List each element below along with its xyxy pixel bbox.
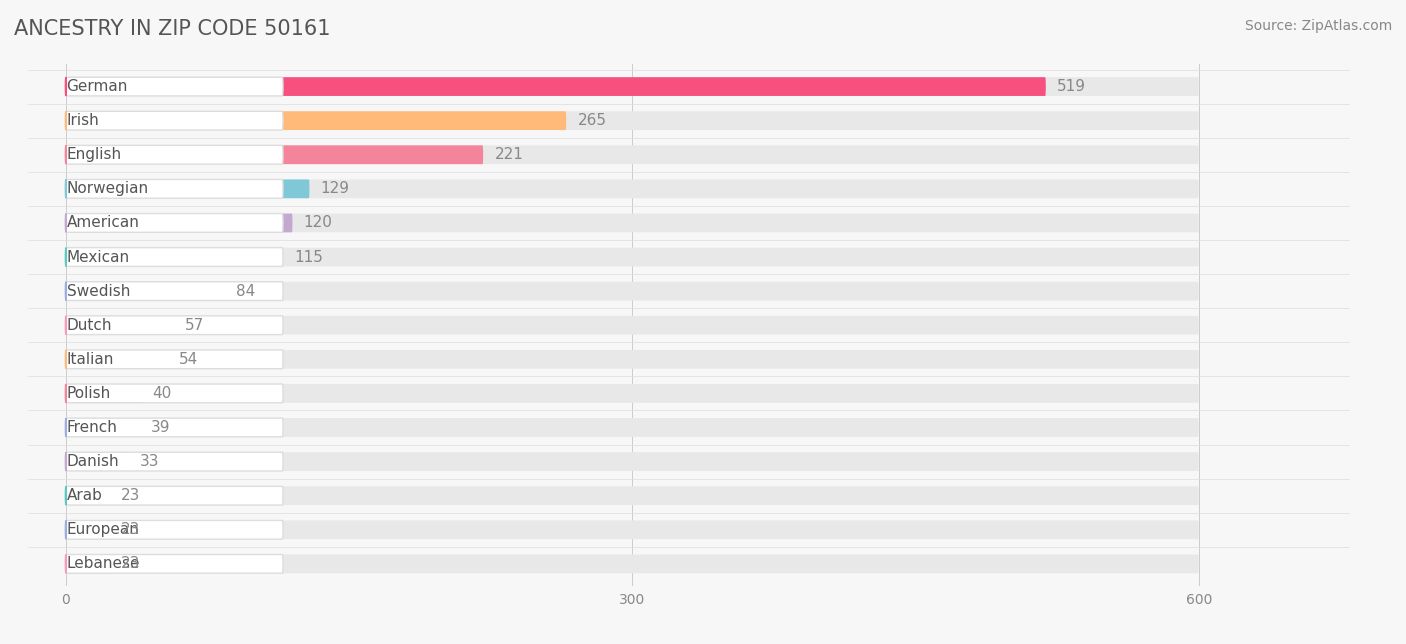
FancyBboxPatch shape (66, 282, 225, 301)
Text: Lebanese: Lebanese (66, 556, 141, 571)
FancyBboxPatch shape (66, 418, 283, 437)
Text: Mexican: Mexican (66, 249, 129, 265)
Text: 23: 23 (121, 488, 141, 503)
FancyBboxPatch shape (66, 111, 283, 130)
Text: Dutch: Dutch (66, 317, 112, 333)
FancyBboxPatch shape (66, 452, 128, 471)
FancyBboxPatch shape (66, 384, 283, 402)
Text: Swedish: Swedish (66, 283, 129, 299)
Text: 39: 39 (150, 420, 170, 435)
FancyBboxPatch shape (66, 452, 283, 471)
FancyBboxPatch shape (66, 452, 1199, 471)
FancyBboxPatch shape (66, 214, 1199, 232)
Text: 519: 519 (1057, 79, 1085, 94)
Text: 265: 265 (578, 113, 606, 128)
Text: Irish: Irish (66, 113, 100, 128)
FancyBboxPatch shape (66, 350, 167, 368)
FancyBboxPatch shape (66, 180, 1199, 198)
Text: Danish: Danish (66, 454, 120, 469)
FancyBboxPatch shape (66, 248, 283, 267)
FancyBboxPatch shape (66, 111, 1199, 130)
FancyBboxPatch shape (66, 77, 283, 96)
FancyBboxPatch shape (66, 248, 1199, 267)
FancyBboxPatch shape (66, 111, 567, 130)
FancyBboxPatch shape (66, 146, 484, 164)
FancyBboxPatch shape (66, 316, 1199, 335)
FancyBboxPatch shape (66, 520, 1199, 539)
FancyBboxPatch shape (66, 214, 292, 232)
Text: 23: 23 (121, 556, 141, 571)
Text: 115: 115 (294, 249, 323, 265)
FancyBboxPatch shape (66, 180, 283, 198)
Text: Source: ZipAtlas.com: Source: ZipAtlas.com (1244, 19, 1392, 33)
Text: European: European (66, 522, 139, 537)
Text: English: English (66, 147, 122, 162)
FancyBboxPatch shape (66, 418, 139, 437)
Text: French: French (66, 420, 118, 435)
FancyBboxPatch shape (66, 316, 173, 335)
FancyBboxPatch shape (66, 146, 283, 164)
FancyBboxPatch shape (66, 486, 1199, 505)
Text: 54: 54 (179, 352, 198, 367)
FancyBboxPatch shape (66, 350, 283, 368)
FancyBboxPatch shape (66, 520, 110, 539)
FancyBboxPatch shape (66, 282, 283, 301)
FancyBboxPatch shape (66, 486, 110, 505)
Text: 33: 33 (139, 454, 159, 469)
Text: Norwegian: Norwegian (66, 182, 149, 196)
Text: Italian: Italian (66, 352, 114, 367)
Text: 57: 57 (184, 317, 204, 333)
Text: 40: 40 (153, 386, 172, 401)
FancyBboxPatch shape (66, 418, 1199, 437)
FancyBboxPatch shape (66, 486, 283, 505)
FancyBboxPatch shape (66, 77, 1046, 96)
FancyBboxPatch shape (66, 248, 283, 267)
Text: American: American (66, 216, 139, 231)
Text: 221: 221 (495, 147, 523, 162)
FancyBboxPatch shape (66, 77, 1199, 96)
FancyBboxPatch shape (66, 282, 1199, 301)
FancyBboxPatch shape (66, 214, 283, 232)
Text: Arab: Arab (66, 488, 103, 503)
FancyBboxPatch shape (66, 554, 110, 573)
FancyBboxPatch shape (66, 384, 142, 402)
Text: Polish: Polish (66, 386, 111, 401)
Text: ANCESTRY IN ZIP CODE 50161: ANCESTRY IN ZIP CODE 50161 (14, 19, 330, 39)
FancyBboxPatch shape (66, 384, 1199, 402)
FancyBboxPatch shape (66, 316, 283, 335)
FancyBboxPatch shape (66, 554, 283, 573)
FancyBboxPatch shape (66, 520, 283, 539)
Text: 120: 120 (304, 216, 333, 231)
FancyBboxPatch shape (66, 180, 309, 198)
Text: German: German (66, 79, 128, 94)
Text: 84: 84 (236, 283, 254, 299)
FancyBboxPatch shape (66, 146, 1199, 164)
FancyBboxPatch shape (66, 554, 1199, 573)
FancyBboxPatch shape (66, 350, 1199, 368)
Text: 129: 129 (321, 182, 350, 196)
Text: 23: 23 (121, 522, 141, 537)
